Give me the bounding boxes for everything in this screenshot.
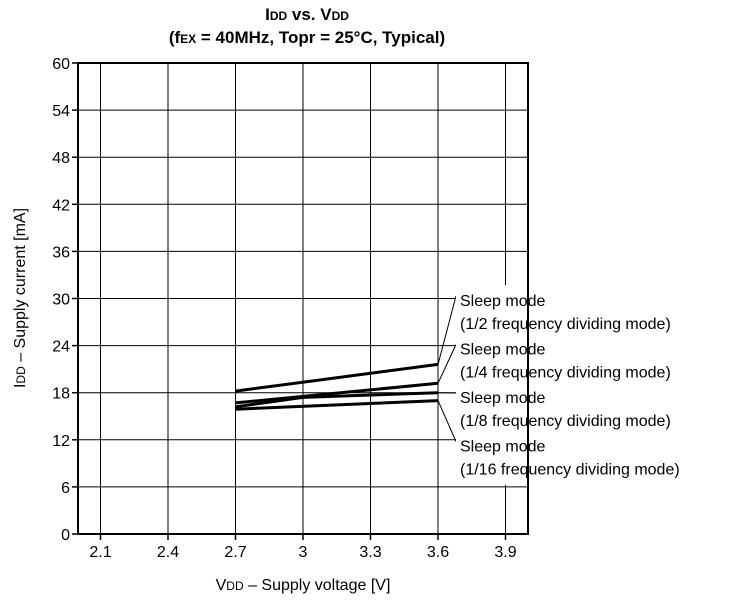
y-tick-label: 24: [52, 339, 70, 356]
x-tick-label: 3.3: [359, 544, 381, 561]
annotation-line1: Sleep mode: [460, 293, 545, 310]
annotation-leader: [438, 401, 456, 442]
annotations: Sleep mode (1/2 frequency dividing mode) S…: [456, 285, 755, 485]
annotation-leader: [438, 345, 456, 384]
x-tick-label: 2.7: [224, 544, 246, 561]
y-tick-label: 12: [52, 433, 70, 450]
y-axis-label: IDD – Supply current [mA]: [12, 208, 29, 388]
x-tick-label: 2.1: [89, 544, 111, 561]
y-tick-label: 30: [52, 292, 70, 309]
annotation-leader: [438, 296, 456, 364]
y-tick-label: 18: [52, 386, 70, 403]
y-tick-label: 36: [52, 244, 70, 261]
y-tick-label: 0: [61, 527, 70, 544]
annotation-line2: (1/16 frequency dividing mode): [460, 462, 680, 479]
chart-title-line2: (fEX = 40MHz, Topr = 25°C, Typical): [169, 28, 445, 47]
x-tick-label: 3.9: [494, 544, 516, 561]
x-axis-ticks: 2.1 2.4 2.7 3 3.3 3.6 3.9: [89, 534, 516, 561]
annotation-line1: Sleep mode: [460, 390, 545, 407]
annotation-line1: Sleep mode: [460, 342, 545, 359]
y-tick-label: 60: [52, 56, 70, 73]
annotation-line2: (1/4 frequency dividing mode): [460, 365, 671, 382]
chart-title-line1: IDD vs. VDD: [265, 5, 349, 24]
series-lines: [236, 364, 439, 409]
y-tick-label: 48: [52, 150, 70, 167]
y-axis-ticks: 0 6 12 18 24 30 36 42 48 54 60: [52, 56, 78, 544]
y-tick-label: 42: [52, 197, 70, 214]
annotation-leaders: [438, 296, 456, 442]
y-tick-label: 54: [52, 103, 70, 120]
x-axis-label: VDD – Supply voltage [V]: [216, 577, 391, 594]
y-tick-label: 6: [61, 480, 70, 497]
annotation-line2: (1/8 frequency dividing mode): [460, 413, 671, 430]
annotation-line1: Sleep mode: [460, 439, 545, 456]
x-tick-label: 3: [299, 544, 308, 561]
x-tick-label: 3.6: [427, 544, 449, 561]
x-tick-label: 2.4: [157, 544, 179, 561]
annotation-line2: (1/2 frequency dividing mode): [460, 316, 671, 333]
